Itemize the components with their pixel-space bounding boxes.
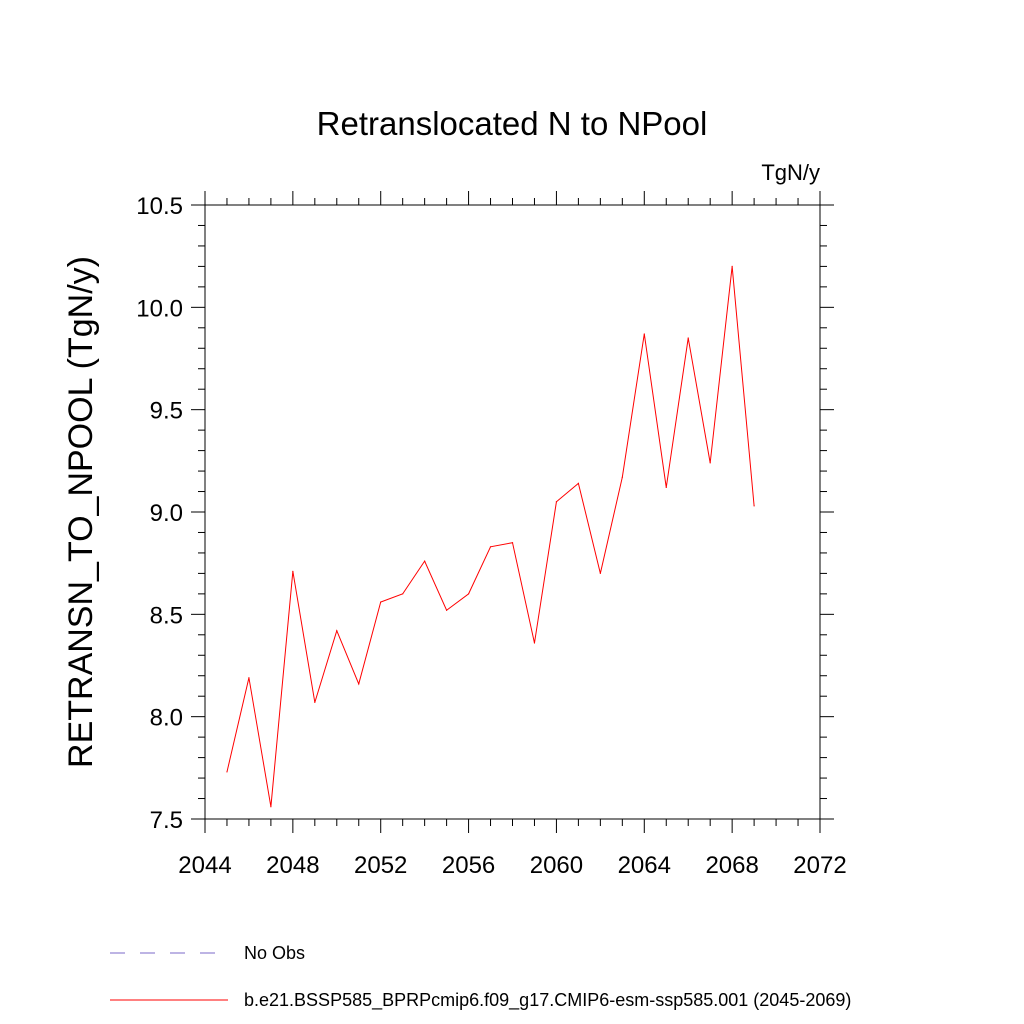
y-tick-label: 10.0 <box>136 295 183 322</box>
plot-frame <box>204 204 821 820</box>
x-tick-label: 2060 <box>530 852 583 879</box>
data-point <box>599 572 601 575</box>
data-point <box>687 337 689 339</box>
data-point <box>753 505 755 507</box>
data-point <box>511 542 514 544</box>
data-point <box>336 630 338 632</box>
units-label: TgN/y <box>761 160 820 185</box>
data-point <box>731 265 733 267</box>
axis-tick-labels: 2044 2048 2052 2056 2060 2064 2068 2072 7.5 8.0 8.… <box>136 193 846 879</box>
data-point <box>665 486 667 489</box>
chart-title: Retranslocated N to NPool <box>317 105 708 142</box>
series-group <box>226 265 755 808</box>
data-point <box>489 546 492 548</box>
y-axis-label: RETRANSN_TO_NPOOL (TgN/y) <box>62 256 100 768</box>
data-point <box>577 482 579 484</box>
y-tick-label: 8.5 <box>150 602 183 629</box>
legend: No Obs b.e21.BSSP585_BPRPcmip6.f09_g17.CM… <box>110 943 851 1011</box>
data-point <box>555 501 558 503</box>
series-line <box>226 266 755 807</box>
data-point <box>358 683 360 685</box>
x-tick-label: 2052 <box>354 852 407 879</box>
y-tick-label: 9.0 <box>150 500 183 527</box>
data-point <box>467 593 470 595</box>
data-point <box>270 806 272 808</box>
data-point <box>643 333 645 335</box>
x-tick-label: 2048 <box>266 852 319 879</box>
y-tick-label: 10.5 <box>136 193 183 220</box>
data-point <box>248 677 250 679</box>
data-point <box>314 701 316 703</box>
data-point <box>380 601 382 603</box>
y-tick-label: 9.5 <box>150 398 183 425</box>
data-point <box>446 609 448 611</box>
x-tick-label: 2044 <box>178 852 231 879</box>
data-point <box>402 593 404 595</box>
data-point <box>621 476 623 478</box>
y-tick-label: 7.5 <box>150 807 183 834</box>
x-tick-label: 2068 <box>705 852 758 879</box>
x-tick-label: 2056 <box>442 852 495 879</box>
data-point <box>709 462 711 464</box>
x-tick-label: 2064 <box>618 852 671 879</box>
axis-ticks <box>191 191 834 833</box>
x-tick-label: 2072 <box>793 852 846 879</box>
data-point <box>533 642 536 644</box>
data-point <box>424 560 426 562</box>
legend-label: b.e21.BSSP585_BPRPcmip6.f09_g17.CMIP6-es… <box>244 990 851 1011</box>
data-point <box>292 570 294 572</box>
data-point <box>226 771 228 773</box>
legend-label: No Obs <box>244 943 305 963</box>
y-tick-label: 8.0 <box>150 705 183 732</box>
